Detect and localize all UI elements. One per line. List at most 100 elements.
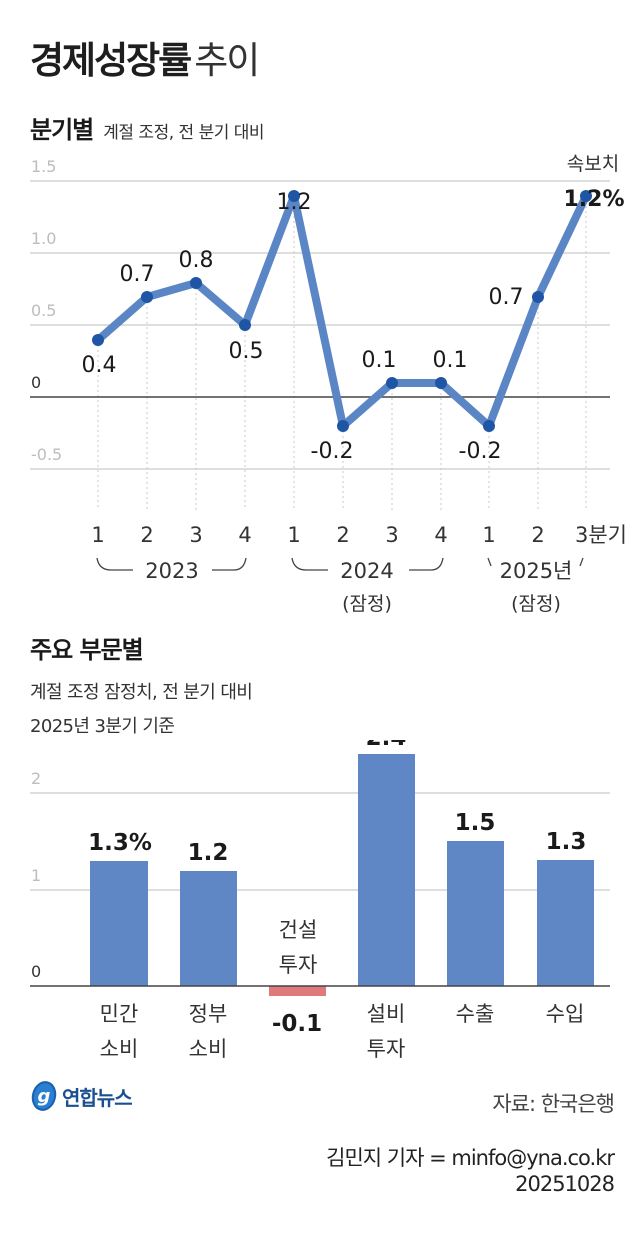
data-point[interactable] <box>435 377 447 389</box>
ytick: 0.5 <box>31 301 56 320</box>
point-label: 0.1 <box>362 348 397 373</box>
category-label: 건설 <box>279 918 318 942</box>
section1-note: 계절 조정, 전 분기 대비 <box>103 123 265 143</box>
data-markers <box>92 190 592 432</box>
data-point[interactable] <box>190 277 202 289</box>
page-title: 경제성장률 추이 <box>30 30 260 84</box>
point-label: 0.8 <box>179 248 214 273</box>
flash-estimate-value: 1.2% <box>563 187 624 212</box>
section2-note-line2: 2025년 3분기 기준 <box>30 716 175 737</box>
section2-title: 주요 부문별 <box>30 636 144 664</box>
data-point[interactable] <box>288 190 300 202</box>
data-point[interactable] <box>239 319 251 331</box>
yonhap-logo: g 연합뉴스 <box>30 1080 133 1112</box>
category-label: 정부 <box>189 1002 228 1026</box>
prelim-label: (잠정) <box>342 593 392 615</box>
bar-value: 2.4 <box>366 740 407 751</box>
quarter-tick: 4 <box>238 523 251 547</box>
bar-values: 1.3% 1.2 -0.1 2.4 1.5 1.3 <box>88 740 586 1037</box>
year-label: 2025년 <box>500 559 573 583</box>
bar-value: 1.2 <box>188 840 229 866</box>
point-label: 0.7 <box>489 285 524 310</box>
data-point[interactable] <box>580 190 592 202</box>
quarter-tick: 4 <box>434 523 447 547</box>
quarter-tick: 2 <box>140 523 153 547</box>
bar-value: 1.3 <box>546 829 587 855</box>
bar-private-consumption[interactable] <box>90 861 148 986</box>
point-labels: 0.4 0.7 0.8 0.5 1.2 -0.2 0.1 0.1 -0.2 0.… <box>82 190 524 464</box>
publish-date: 20251028 <box>515 1172 615 1196</box>
bar-y-axis-labels: 2 1 0 <box>31 769 41 981</box>
svg-text:g: g <box>38 1086 51 1107</box>
quarter-tick: 3 <box>385 523 398 547</box>
flash-estimate-label: 속보치 <box>567 153 619 175</box>
bar-value: 1.3% <box>88 830 152 856</box>
quarter-tick: 1 <box>482 523 495 547</box>
bar-value: -0.1 <box>272 1011 322 1037</box>
ytick: 0 <box>31 962 41 981</box>
bar-value: 1.5 <box>455 810 496 836</box>
reporter-credit: 김민지 기자 = minfo@yna.co.kr <box>326 1146 615 1170</box>
growth-line <box>94 192 590 430</box>
point-label: -0.2 <box>459 439 502 464</box>
quarter-tick: 2 <box>336 523 349 547</box>
bar-category-labels: 민간 소비 정부 소비 건설 투자 설비 투자 수출 수입 <box>100 918 585 1061</box>
point-label: 0.5 <box>229 339 264 364</box>
ytick: -0.5 <box>31 445 62 464</box>
section2-note: 계절 조정 잠정치, 전 분기 대비 2025년 3분기 기준 <box>30 676 253 744</box>
bars <box>90 754 594 996</box>
ytick: 0 <box>31 373 41 392</box>
section2-note-line1: 계절 조정 잠정치, 전 분기 대비 <box>30 682 253 703</box>
bar-facility-investment[interactable] <box>358 754 415 986</box>
data-point[interactable] <box>532 291 544 303</box>
point-label: 1.2 <box>277 190 312 215</box>
category-label: 설비 <box>367 1002 406 1026</box>
quarter-tick: 3분기 <box>575 523 627 547</box>
point-label: 0.7 <box>120 262 155 287</box>
logo-text: 연합뉴스 <box>62 1085 133 1110</box>
bar-exports[interactable] <box>447 841 504 986</box>
point-label: 0.1 <box>433 348 468 373</box>
data-point[interactable] <box>337 420 349 432</box>
title-bold: 경제성장률 <box>30 39 192 82</box>
bar-construction-investment[interactable] <box>269 986 326 996</box>
quarter-tick-labels: 1 2 3 4 1 2 3 4 1 2 3분기 <box>91 523 627 547</box>
year-brackets <box>96 557 584 571</box>
quarter-tick: 1 <box>91 523 104 547</box>
category-label: 소비 <box>189 1037 228 1061</box>
yonhap-globe-icon: g <box>31 1081 57 1111</box>
quarter-tick: 3 <box>189 523 202 547</box>
ytick: 1 <box>31 866 41 885</box>
data-point[interactable] <box>483 420 495 432</box>
data-point[interactable] <box>141 291 153 303</box>
title-light: 추이 <box>194 39 260 82</box>
year-label: 2023 <box>145 559 198 583</box>
quarterly-line-chart: 1.5 1.0 0.5 0 -0.5 0.4 0.7 0.8 0.5 1.2 -… <box>30 153 627 615</box>
ytick: 1.0 <box>31 229 56 248</box>
year-labels: 2023 2024 2025년 (잠정) (잠정) <box>145 559 572 615</box>
ytick: 2 <box>31 769 41 788</box>
quarter-tick: 2 <box>531 523 544 547</box>
category-label: 수입 <box>546 1002 585 1026</box>
quarter-guides <box>97 196 587 510</box>
category-label: 수출 <box>456 1002 495 1026</box>
y-axis-labels: 1.5 1.0 0.5 0 -0.5 <box>31 157 62 464</box>
point-label: -0.2 <box>311 439 354 464</box>
data-point[interactable] <box>92 334 104 346</box>
section1-title: 분기별 <box>30 116 94 144</box>
bar-imports[interactable] <box>537 860 594 986</box>
point-label: 0.4 <box>82 353 117 378</box>
category-label: 투자 <box>367 1037 406 1061</box>
year-label: 2024 <box>340 559 393 583</box>
category-label: 민간 <box>100 1002 139 1026</box>
data-source: 자료: 한국은행 <box>492 1092 615 1116</box>
ytick: 1.5 <box>31 157 56 176</box>
credit-block: 김민지 기자 = minfo@yna.co.kr 20251028 <box>326 1145 615 1197</box>
bar-government-consumption[interactable] <box>180 871 237 986</box>
category-label: 투자 <box>279 953 318 977</box>
data-point[interactable] <box>386 377 398 389</box>
quarter-tick: 1 <box>287 523 300 547</box>
section1-heading: 분기별 계절 조정, 전 분기 대비 <box>30 110 265 145</box>
category-label: 소비 <box>100 1037 139 1061</box>
prelim-label: (잠정) <box>511 593 561 615</box>
